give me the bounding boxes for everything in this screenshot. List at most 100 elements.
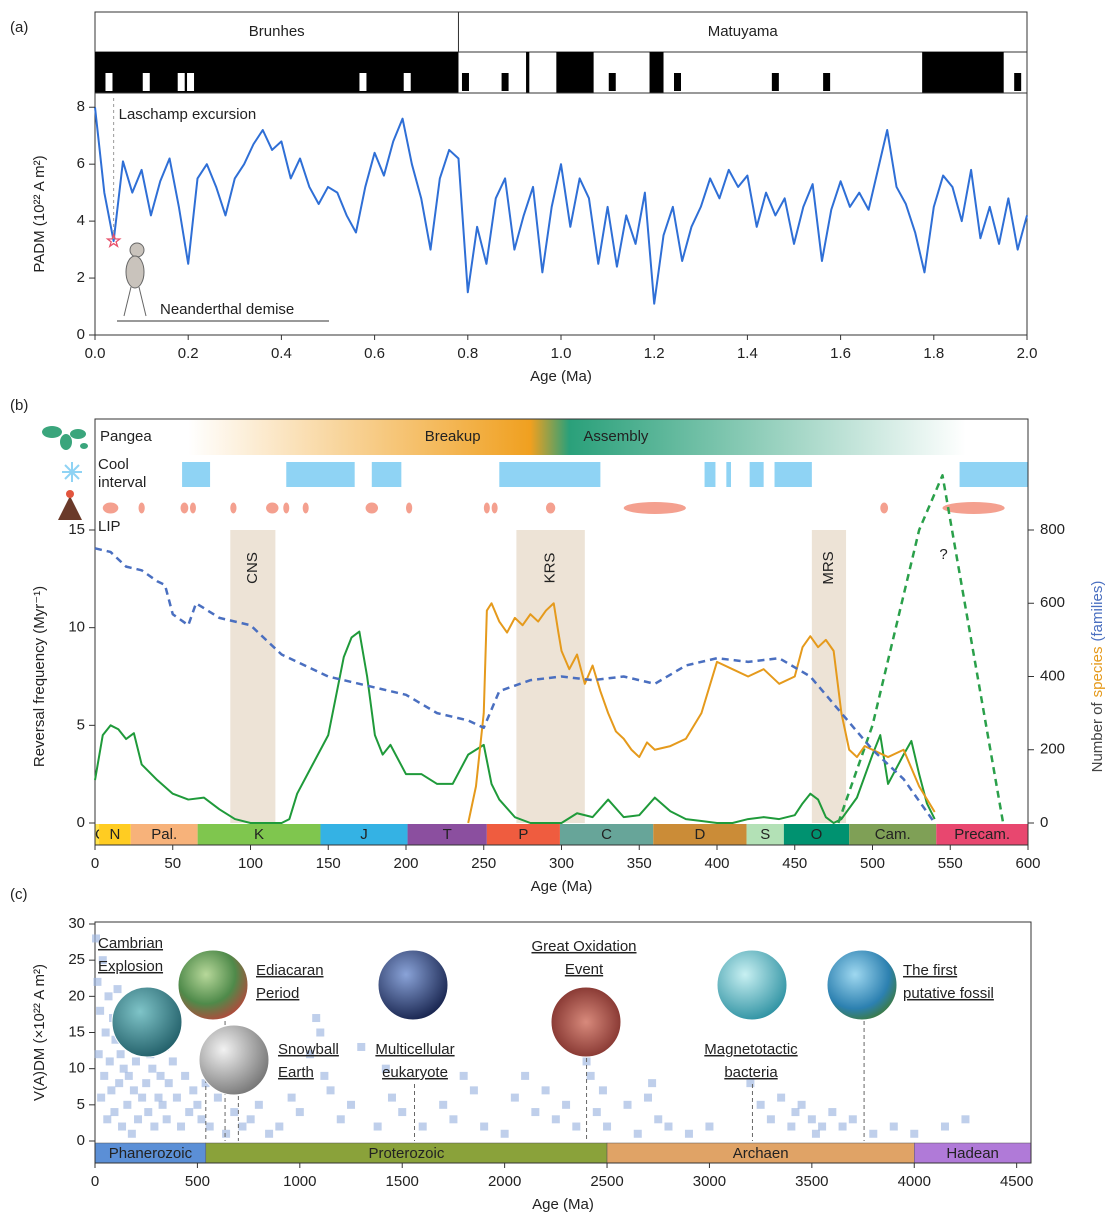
y-tick-label: 5 [77, 1096, 85, 1113]
x-tick-label: 3000 [693, 1173, 726, 1190]
event-picture [378, 950, 448, 1020]
y-tick-label: 0 [77, 814, 85, 831]
pangea-label: Assembly [583, 428, 649, 445]
data-line [95, 632, 935, 823]
volcano-plume [66, 490, 74, 498]
panel-label: (c) [10, 886, 28, 903]
y2-tick-label: 200 [1040, 741, 1065, 758]
y-tick-label: 15 [68, 521, 85, 538]
data-point [599, 1086, 607, 1094]
data-point [808, 1115, 816, 1123]
x-tick-label: 2000 [488, 1173, 521, 1190]
event-picture [199, 1025, 269, 1095]
excursion [178, 73, 185, 91]
data-point [777, 1094, 785, 1102]
data-point [374, 1123, 382, 1131]
data-point [890, 1123, 898, 1131]
x-tick-label: 1.2 [644, 345, 665, 362]
data-point [150, 1123, 158, 1131]
lip [366, 503, 378, 514]
data-point [125, 1072, 133, 1080]
data-point [593, 1108, 601, 1116]
lip [181, 503, 189, 514]
event-label: eukaryote [382, 1064, 448, 1081]
x-tick-label: 600 [1015, 855, 1040, 872]
annotation: Neanderthal demise [160, 301, 294, 318]
data-point [910, 1130, 918, 1138]
lip [406, 503, 412, 514]
data-line [95, 107, 1027, 303]
data-point [654, 1115, 662, 1123]
volcano-icon [58, 496, 82, 520]
event-label: The first [903, 962, 958, 979]
event-label: Multicellular [375, 1041, 454, 1058]
data-point [247, 1115, 255, 1123]
data-point [603, 1123, 611, 1131]
cool-label: interval [98, 474, 146, 491]
data-line [95, 548, 935, 823]
x-tick-label: 0 [91, 855, 99, 872]
event-picture [551, 987, 621, 1057]
eon-label: Hadean [946, 1145, 999, 1162]
cool-interval [372, 462, 402, 487]
data-point [123, 1101, 131, 1109]
x-tick-label: 4500 [1000, 1173, 1033, 1190]
data-point [148, 1065, 156, 1073]
excursion [105, 73, 112, 91]
data-point [165, 1079, 173, 1087]
chron-label: Brunhes [249, 23, 305, 40]
y-tick-label: 10 [68, 619, 85, 636]
event-picture [178, 950, 248, 1020]
period-label: T [443, 826, 452, 843]
data-point [849, 1115, 857, 1123]
y2-tick-label: 600 [1040, 594, 1065, 611]
y-tick-label: 0 [77, 326, 85, 343]
data-point [572, 1123, 580, 1131]
data-point [114, 985, 122, 993]
x-tick-label: 200 [393, 855, 418, 872]
x-axis-label: Age (Ma) [531, 878, 593, 895]
data-point [275, 1123, 283, 1131]
data-point [142, 1079, 150, 1087]
data-point [100, 1072, 108, 1080]
data-point [480, 1123, 488, 1131]
event-label: Event [565, 961, 604, 978]
data-point [173, 1094, 181, 1102]
data-point [185, 1108, 193, 1116]
x-axis-label: Age (Ma) [530, 368, 592, 385]
data-point [107, 1086, 115, 1094]
period-label: O [811, 826, 823, 843]
x-tick-label: 0.8 [457, 345, 478, 362]
y-tick-label: 2 [77, 269, 85, 286]
x-tick-label: 0.4 [271, 345, 292, 362]
x-tick-label: 0 [91, 1173, 99, 1190]
excursion [609, 73, 616, 91]
y-tick-label: 4 [77, 212, 85, 229]
data-point [106, 1057, 114, 1065]
pangea-label: Breakup [425, 428, 481, 445]
excursion [143, 73, 150, 91]
data-point [206, 1123, 214, 1131]
data-point [664, 1123, 672, 1131]
data-point [388, 1094, 396, 1102]
lip [283, 503, 289, 514]
neanderthal-figure [124, 243, 146, 316]
normal-polarity [556, 52, 593, 93]
event-label: Ediacaran [256, 962, 324, 979]
world-icon [42, 426, 88, 450]
y2-axis-label: Number ofspecies(families) [1089, 581, 1106, 773]
data-point [288, 1094, 296, 1102]
normal-polarity [922, 52, 1004, 93]
excursion [1014, 73, 1021, 91]
cool-interval [499, 462, 600, 487]
x-tick-label: 1.8 [923, 345, 944, 362]
x-tick-label: 2.0 [1017, 345, 1038, 362]
normal-polarity [650, 52, 664, 93]
y-tick-label: 15 [68, 1023, 85, 1040]
y-tick-label: 6 [77, 155, 85, 172]
eon-label: Archaen [733, 1145, 789, 1162]
event-picture [827, 950, 897, 1020]
y-tick-label: 25 [68, 951, 85, 968]
data-point [812, 1130, 820, 1138]
event-label: putative fossil [903, 985, 994, 1002]
